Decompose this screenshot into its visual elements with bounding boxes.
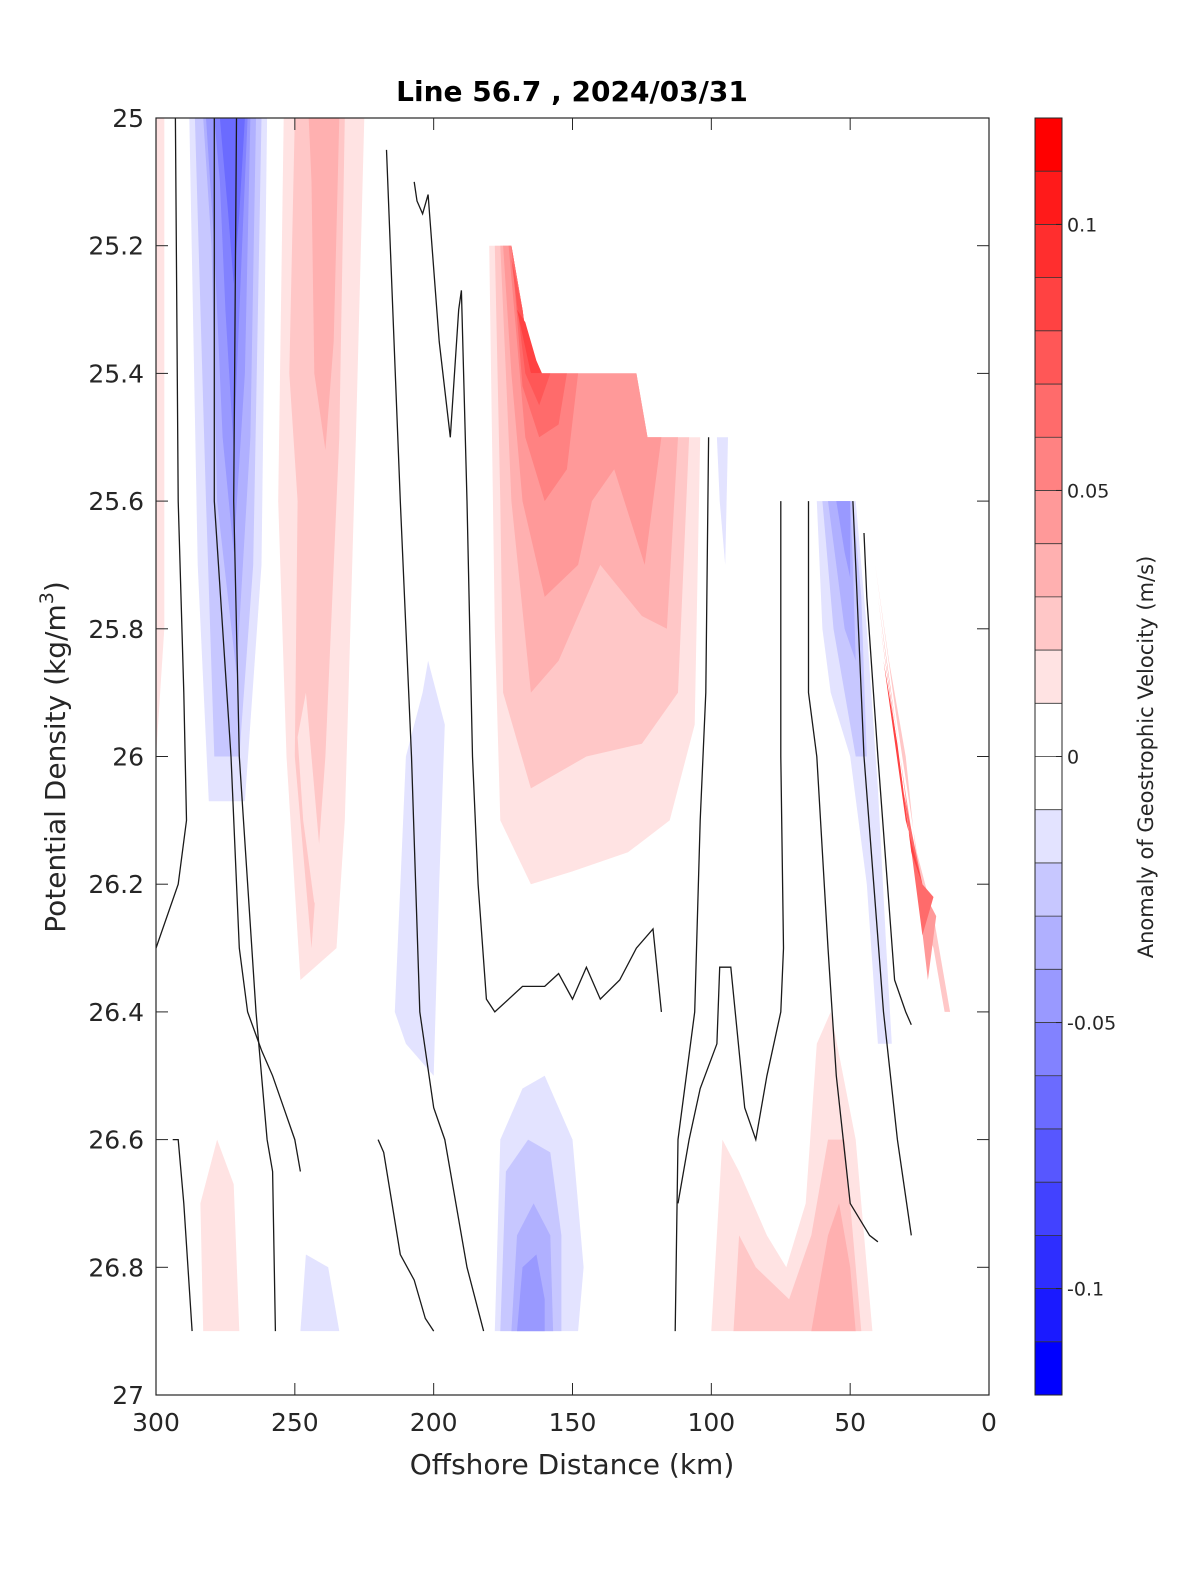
zero-contour-line [233, 118, 277, 1332]
colorbar-swatch [1035, 596, 1062, 651]
contour-region-blue-thin-80 [761, 884, 773, 1076]
y-axis-label-main: Potential Density (kg/m [39, 604, 72, 933]
contour-region-blue-jet-west-core [219, 118, 245, 284]
y-tick-label: 26.8 [88, 1253, 144, 1282]
zero-contour-line [156, 118, 188, 949]
colorbar-swatch [1035, 1022, 1062, 1077]
y-tick-label: 27 [112, 1381, 144, 1410]
colorbar-swatch [1035, 224, 1062, 279]
contour-region-red-jet-mid-4 [503, 245, 662, 597]
zero-contour-line [377, 1139, 435, 1332]
x-tick-label: 250 [271, 1408, 319, 1437]
zero-contour-line [674, 437, 710, 1332]
colorbar-swatch [1035, 330, 1062, 385]
y-axis-label-suffix: ) [39, 581, 72, 592]
x-axis: 300 250 200 150 100 50 0 [132, 118, 997, 1437]
y-axis-label: Potential Density (kg/m3) [36, 581, 72, 933]
y-tick-label: 25.8 [88, 615, 144, 644]
zero-contour-line [172, 1138, 193, 1332]
colorbar-swatch [1035, 118, 1062, 172]
colorbar-swatch [1035, 490, 1062, 545]
colorbar-tick-label: -0.05 [1067, 1013, 1116, 1035]
zero-contour-line [677, 501, 785, 1204]
y-tick-label: 26 [112, 743, 144, 772]
contour-region-red-coastal-3 [880, 628, 934, 936]
x-tick-label: 0 [981, 1408, 997, 1437]
contour-region-red-coastal-2 [877, 596, 937, 980]
contour-region-red-small-top [453, 181, 476, 310]
x-axis-label: Offshore Distance (km) [410, 1448, 735, 1481]
contour-region-red-small-210 [400, 1286, 423, 1332]
zero-contour-line [213, 118, 302, 1172]
colorbar: 0.1 0.05 0 -0.05 -0.1 [1034, 117, 1116, 1396]
colorbar-swatch [1035, 1288, 1062, 1343]
colorbar-tick-label: 0.05 [1067, 480, 1109, 502]
colorbar-tick-label: 0.1 [1067, 214, 1097, 236]
contour-region-red-jet-mid-6 [511, 245, 567, 438]
contour-region-blue-small-100 [708, 437, 745, 693]
contour-region-red-jet-mid-core [517, 309, 542, 374]
zero-contour-line [807, 501, 879, 1243]
colorbar-label: Anomaly of Geostrophic Velocity (m/s) [1134, 556, 1158, 959]
chart-title: Line 56.7 , 2024/03/31 [396, 75, 748, 108]
colorbar-swatch [1035, 1128, 1062, 1183]
contour-region-red-west-core [308, 118, 340, 450]
colorbar-swatch [1035, 384, 1062, 438]
contour-region-blue-deep-250-core [300, 1254, 340, 1332]
contour-region-red-jet-mid-7 [511, 258, 551, 406]
zero-contour-line [413, 181, 663, 1013]
colorbar-swatch [1035, 1341, 1062, 1396]
x-tick-label: 100 [687, 1408, 735, 1437]
colorbar-swatch [1035, 650, 1062, 704]
colorbar-swatch [1035, 1182, 1062, 1236]
contour-region-red-west-lower [297, 692, 323, 904]
colorbar-tick-label: -0.1 [1067, 1279, 1104, 1301]
x-tick-label: 300 [132, 1408, 180, 1437]
zero-contour-layer [156, 118, 912, 1332]
x-tick-label: 150 [549, 1408, 597, 1437]
y-tick-label: 26.2 [88, 870, 144, 899]
contour-region-red-coastal-outer [872, 533, 973, 1012]
colorbar-tick-label: 0 [1067, 747, 1079, 769]
contour-region-west-edge-positive-core [156, 118, 165, 757]
x-tick-label: 50 [834, 1408, 866, 1437]
contour-region-blue-jet-east-core [836, 501, 851, 578]
zero-contour-line [852, 501, 912, 1236]
y-tick-label: 25 [112, 104, 144, 133]
colorbar-swatch [1035, 543, 1062, 598]
contour-region-blue-small-100-core [716, 437, 728, 565]
colorbar-swatch [1035, 809, 1062, 864]
x-tick-label: 200 [410, 1408, 458, 1437]
colorbar-swatch [1035, 277, 1062, 332]
y-tick-label: 26.6 [88, 1126, 144, 1155]
y-tick-label: 26.4 [88, 998, 144, 1027]
y-axis-label-superscript: 3 [36, 592, 58, 604]
colorbar-swatch [1035, 1235, 1062, 1290]
y-axis: 25 25.2 25.4 25.6 25.8 26 26.2 26.4 26.6 26.8 27 [88, 104, 989, 1410]
contour-region-blue-mid-1 [394, 660, 445, 1076]
colorbar-swatch [1035, 916, 1062, 970]
colorbar-swatch [1035, 171, 1062, 225]
colorbar-swatch [1035, 437, 1062, 491]
zero-contour-line [863, 532, 912, 1025]
colorbar-swatch [1035, 703, 1062, 757]
contour-fill-layer [156, 118, 973, 1332]
contour-region-blue-west-deep [156, 1171, 173, 1332]
y-tick-label: 25.6 [88, 487, 144, 516]
contour-region-blue-deep-160-core [517, 1254, 545, 1332]
y-tick-label: 25.2 [88, 232, 144, 261]
contour-region-red-west-deep-core [200, 1139, 240, 1332]
y-tick-label: 25.4 [88, 359, 144, 388]
contour-region-red-deep-east-core [811, 1203, 856, 1332]
zero-contour-line [385, 149, 485, 1332]
colorbar-swatch [1035, 756, 1062, 811]
colorbar-swatch [1035, 969, 1062, 1024]
colorbar-swatch [1035, 1075, 1062, 1130]
colorbar-swatch [1035, 862, 1062, 917]
